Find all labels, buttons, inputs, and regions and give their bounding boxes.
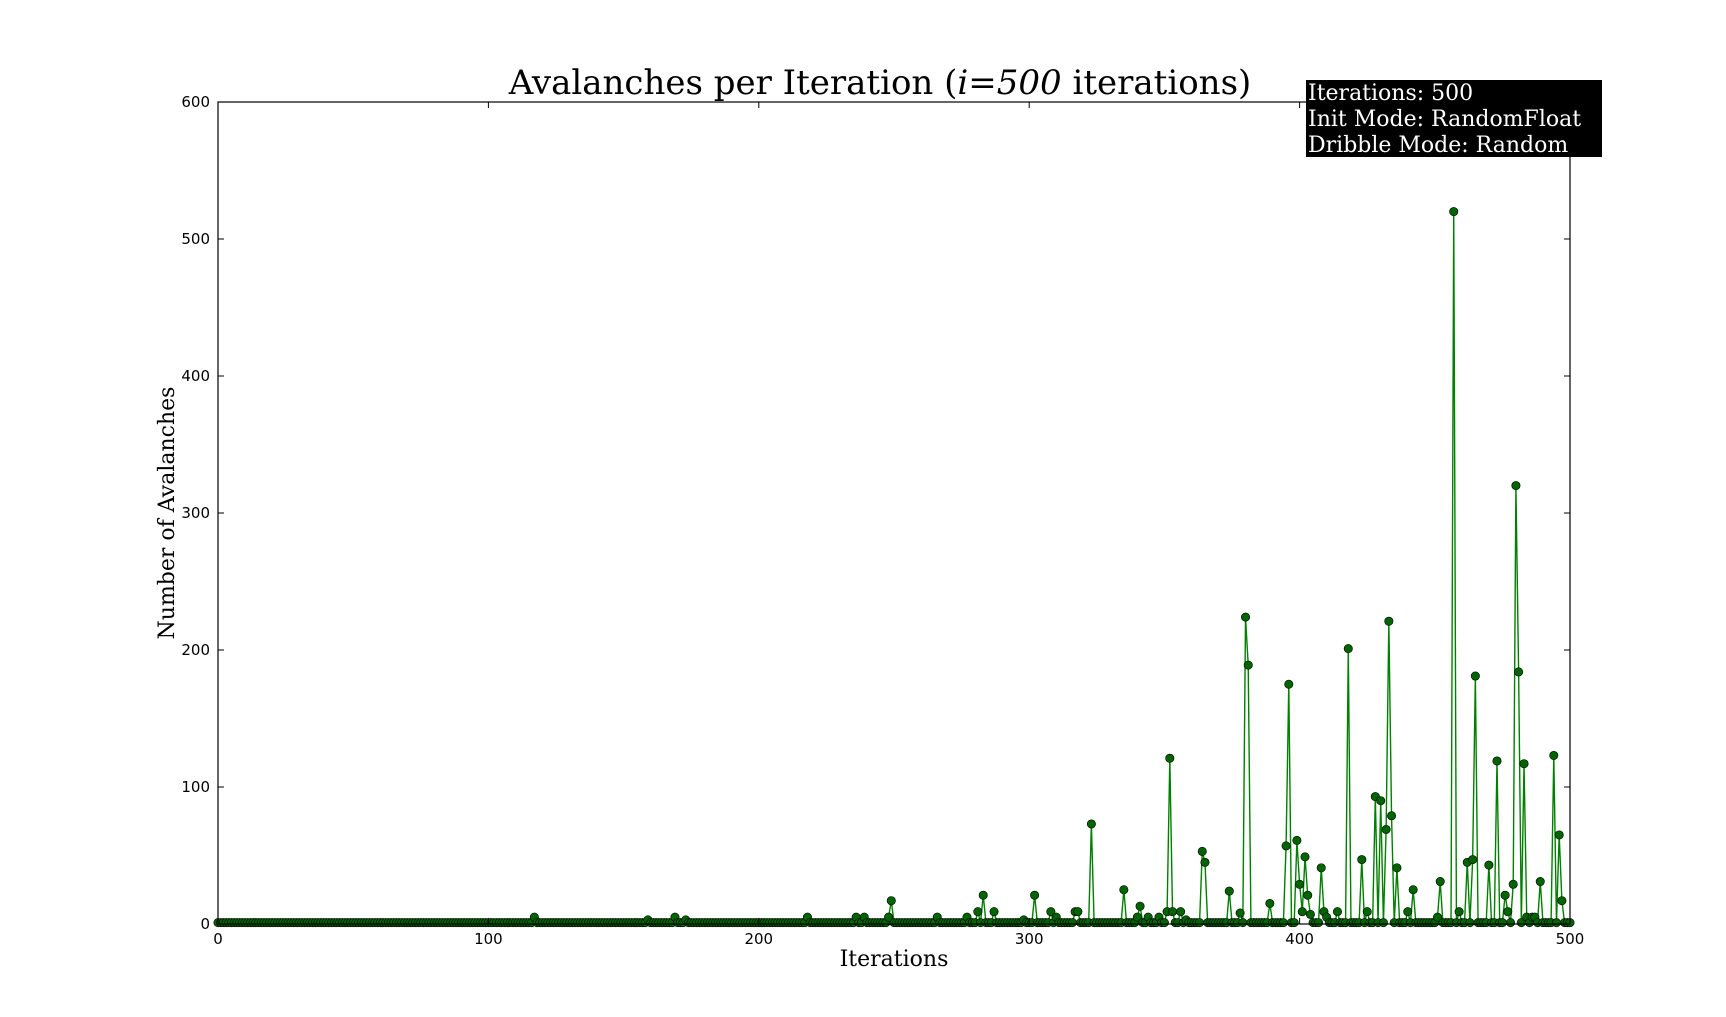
data-point xyxy=(1300,852,1310,862)
data-point xyxy=(1195,918,1205,928)
data-point xyxy=(1454,907,1464,917)
data-point xyxy=(1387,811,1397,821)
data-point xyxy=(1238,918,1248,928)
data-point xyxy=(1197,846,1207,856)
data-point xyxy=(1384,616,1394,626)
data-point xyxy=(1284,679,1294,689)
data-point xyxy=(1378,918,1388,928)
data-point xyxy=(1224,886,1234,896)
info-box-line-init-mode: Init Mode: RandomFloat xyxy=(1308,107,1581,132)
data-point xyxy=(1465,918,1475,928)
data-point xyxy=(1449,207,1459,217)
data-point xyxy=(886,896,896,906)
y-axis-label: Number of Avalanches xyxy=(155,387,180,640)
x-tick-label: 500 xyxy=(1556,930,1585,948)
data-point xyxy=(1119,885,1129,895)
plot-area xyxy=(213,207,1575,928)
data-point xyxy=(1297,907,1307,917)
data-point xyxy=(1278,918,1288,928)
data-point xyxy=(1408,885,1418,895)
data-point xyxy=(1281,841,1291,851)
data-point xyxy=(1295,879,1305,889)
info-box-line-iterations: Iterations: 500 xyxy=(1308,81,1473,106)
data-point xyxy=(1503,907,1513,917)
data-point xyxy=(1176,907,1186,917)
y-tick-label: 400 xyxy=(181,367,210,385)
data-point xyxy=(1165,753,1175,763)
data-point xyxy=(1332,907,1342,917)
y-tick-label: 200 xyxy=(181,641,210,659)
data-point xyxy=(1200,857,1210,867)
data-point xyxy=(1511,481,1521,491)
data-point xyxy=(1470,671,1480,681)
data-point xyxy=(1067,918,1077,928)
data-point xyxy=(1514,667,1524,677)
data-point xyxy=(973,907,983,917)
data-point xyxy=(1392,863,1402,873)
data-point xyxy=(1243,660,1253,670)
x-tick-label: 200 xyxy=(744,930,773,948)
data-point xyxy=(1497,918,1507,928)
data-point xyxy=(1314,918,1324,928)
x-tick-label: 0 xyxy=(213,930,223,948)
data-point xyxy=(1316,863,1326,873)
data-point xyxy=(1557,896,1567,906)
data-point xyxy=(1235,908,1245,918)
info-box-background xyxy=(1306,80,1602,157)
data-point xyxy=(1289,918,1299,928)
y-tick-label: 100 xyxy=(181,778,210,796)
data-point xyxy=(1535,877,1545,887)
y-axis-ticks: 0 100 200 300 400 500 600 xyxy=(181,93,1570,933)
data-point xyxy=(884,912,894,922)
data-point xyxy=(1554,830,1564,840)
data-point xyxy=(1492,756,1502,766)
data-point xyxy=(1305,909,1315,919)
data-point xyxy=(1292,835,1302,845)
data-point xyxy=(1135,901,1145,911)
chart-title: Avalanches per Iteration (i=500 iteratio… xyxy=(508,63,1252,103)
data-point xyxy=(1519,759,1529,769)
info-box: Iterations: 500 Init Mode: RandomFloat D… xyxy=(1306,80,1602,158)
data-point xyxy=(1046,907,1056,917)
x-tick-label: 300 xyxy=(1015,930,1044,948)
data-point xyxy=(1403,907,1413,917)
y-tick-label: 300 xyxy=(181,504,210,522)
data-point xyxy=(978,890,988,900)
data-point xyxy=(1362,907,1372,917)
data-point xyxy=(1132,912,1142,922)
data-point xyxy=(1433,912,1443,922)
data-point xyxy=(1241,612,1251,622)
y-tick-label: 600 xyxy=(181,93,210,111)
data-point xyxy=(1168,907,1178,917)
data-point xyxy=(1343,644,1353,654)
info-box-line-dribble-mode: Dribble Mode: Random xyxy=(1308,133,1568,158)
data-point xyxy=(1508,879,1518,889)
data-point xyxy=(1381,824,1391,834)
data-point xyxy=(1086,819,1096,829)
data-point xyxy=(1500,890,1510,900)
x-axis-label: Iterations xyxy=(840,947,949,972)
data-point xyxy=(1303,890,1313,900)
data-point xyxy=(1073,907,1083,917)
x-axis-ticks: 0 100 200 300 400 500 xyxy=(213,102,1584,948)
data-point xyxy=(1468,855,1478,865)
data-point xyxy=(1506,918,1516,928)
data-point xyxy=(1484,860,1494,870)
x-tick-label: 400 xyxy=(1285,930,1314,948)
data-point xyxy=(1549,750,1559,760)
y-tick-label: 500 xyxy=(181,230,210,248)
data-point xyxy=(989,907,999,917)
data-point xyxy=(1030,890,1040,900)
data-point xyxy=(1376,796,1386,806)
data-point xyxy=(1357,855,1367,865)
data-point xyxy=(1265,898,1275,908)
data-point xyxy=(1551,918,1561,928)
y-tick-label: 0 xyxy=(200,915,210,933)
data-point xyxy=(1435,877,1445,887)
x-tick-label: 100 xyxy=(474,930,503,948)
data-point xyxy=(1159,918,1169,928)
